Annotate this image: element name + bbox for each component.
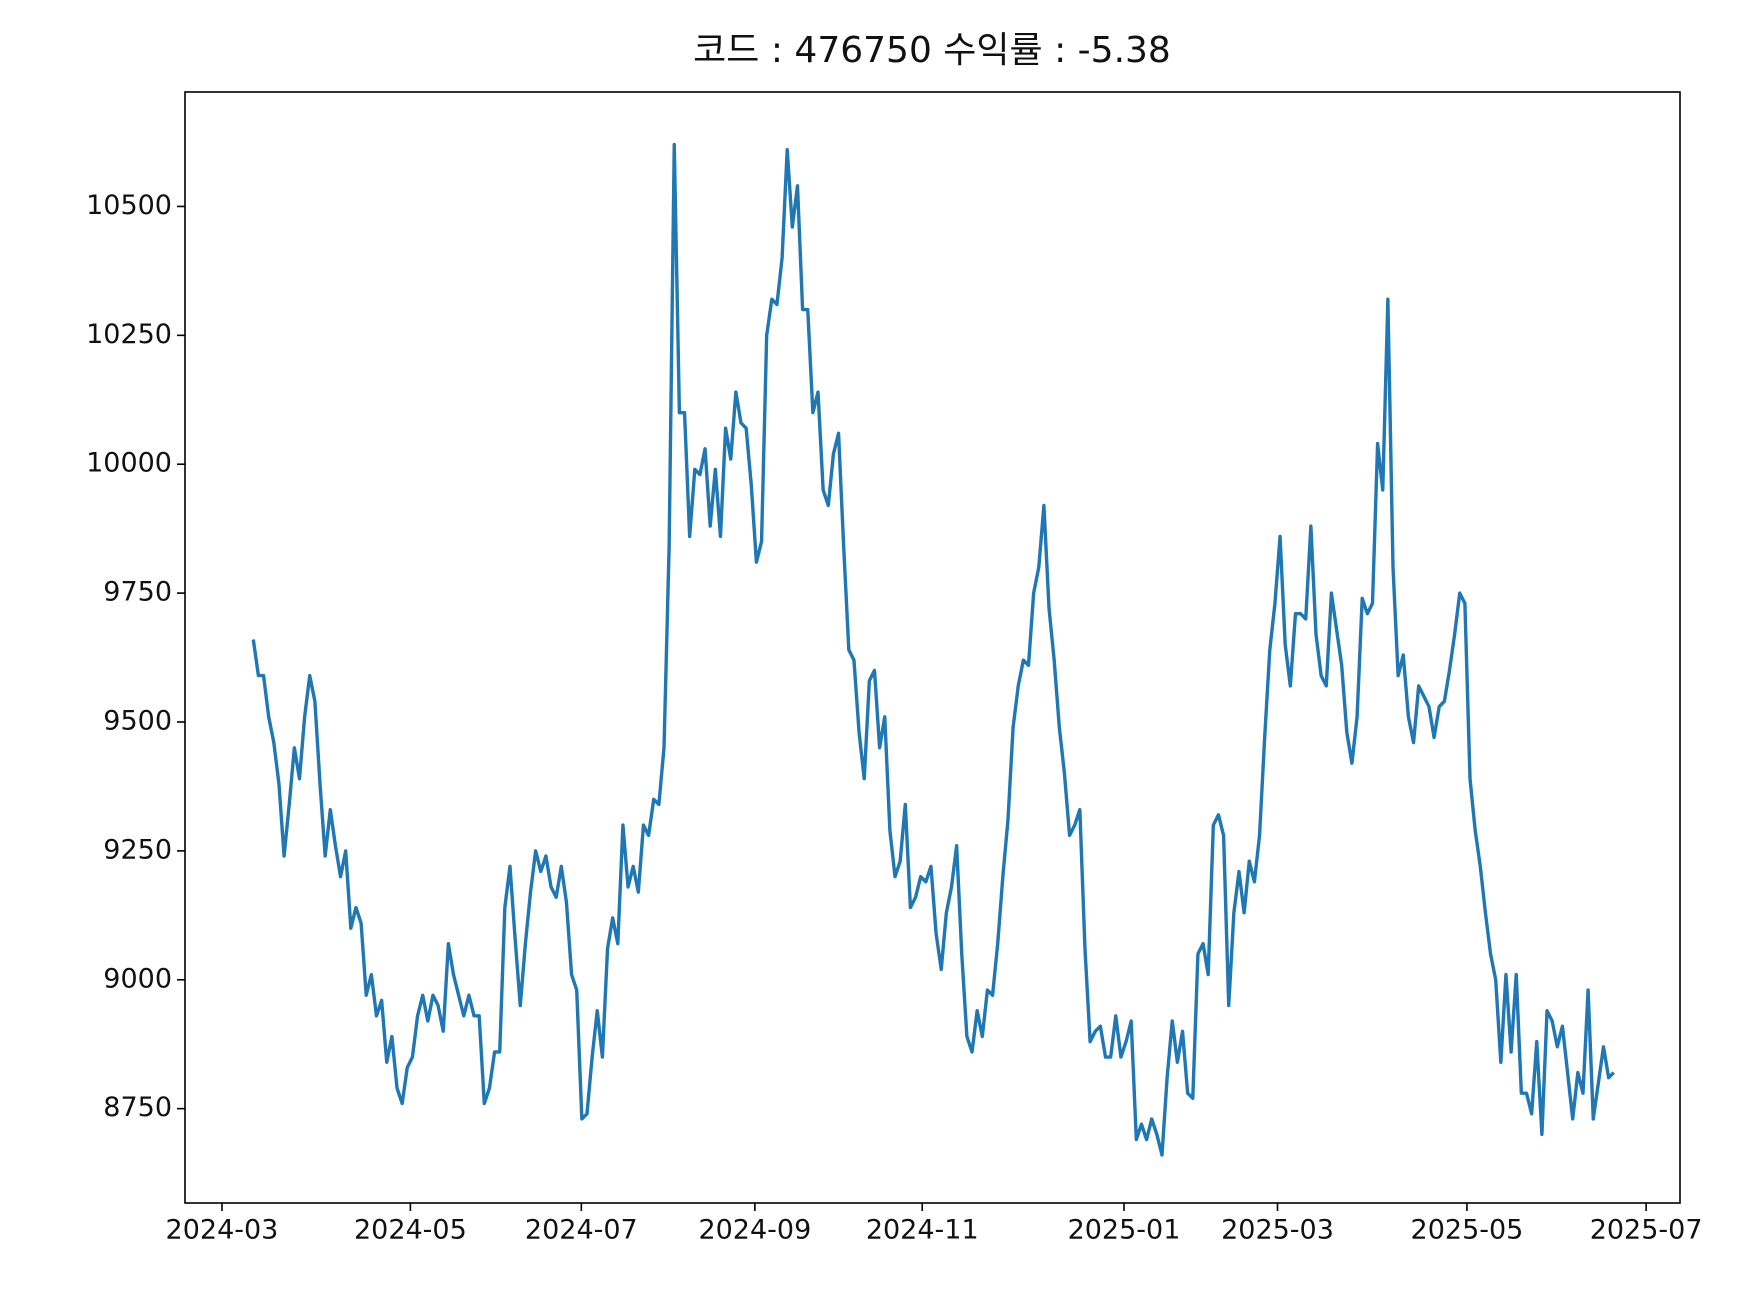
x-tick-label: 2024-07: [525, 1215, 638, 1246]
x-tick-label: 2024-11: [866, 1215, 979, 1246]
plot-frame: [184, 91, 1681, 1204]
x-tick-label: 2024-05: [354, 1215, 467, 1246]
chart-title: 코드 : 476750 수익률 : -5.38: [693, 30, 1171, 71]
x-tick-label: 2025-07: [1590, 1215, 1703, 1246]
y-tick-label: 9250: [103, 834, 172, 865]
y-tick-label: 9750: [103, 577, 172, 608]
x-tick-label: 2025-01: [1068, 1215, 1181, 1246]
y-tick-label: 10000: [86, 448, 172, 479]
x-tick-label: 2025-05: [1411, 1215, 1524, 1246]
y-tick-label: 9500: [103, 705, 172, 736]
y-tick-label: 8750: [103, 1092, 172, 1123]
x-tick-label: 2025-03: [1221, 1215, 1334, 1246]
y-tick-label: 10500: [86, 190, 172, 221]
y-tick-label: 9000: [103, 963, 172, 994]
x-tick-label: 2024-09: [698, 1215, 811, 1246]
y-tick-label: 10250: [86, 319, 172, 350]
price-line: [251, 142, 1615, 1157]
x-tick-label: 2024-03: [166, 1215, 279, 1246]
